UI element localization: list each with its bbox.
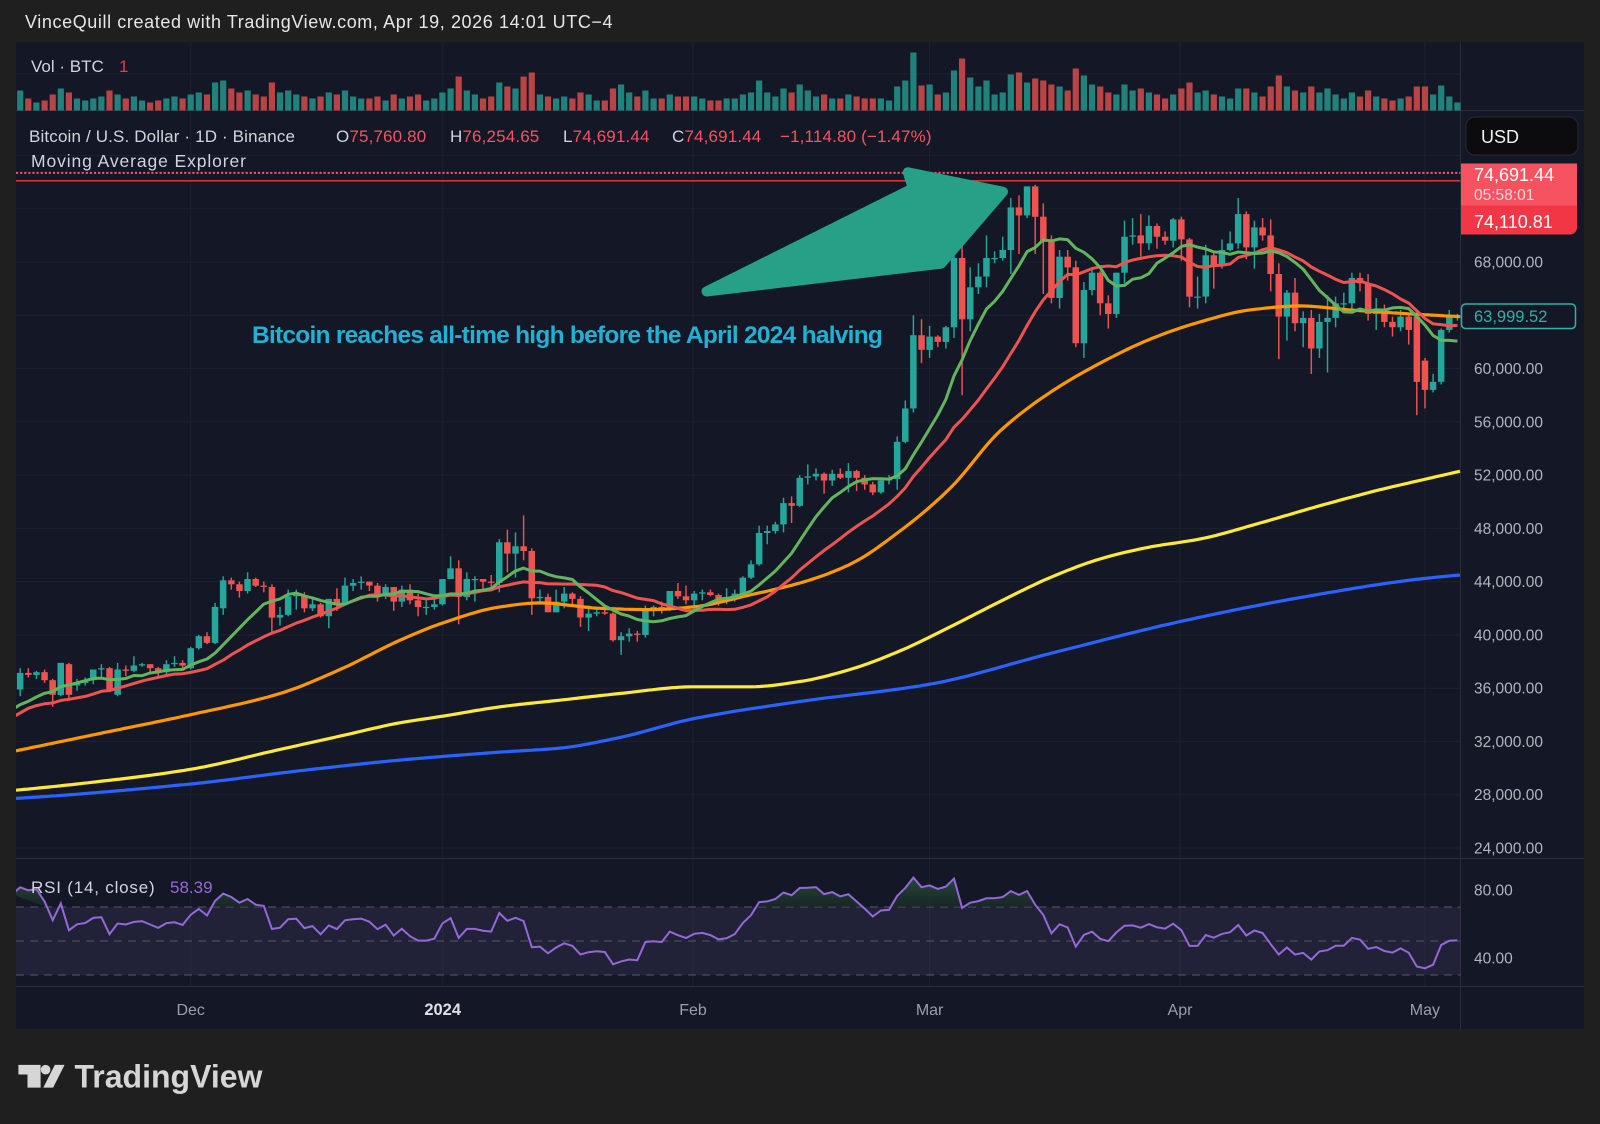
svg-text:80.00: 80.00 bbox=[1474, 883, 1513, 900]
svg-text:68,000.00: 68,000.00 bbox=[1474, 255, 1543, 272]
svg-text:40.00: 40.00 bbox=[1474, 951, 1513, 968]
svg-text:VinceQuill created with Tradin: VinceQuill created with TradingView.com,… bbox=[25, 12, 613, 32]
svg-text:2024: 2024 bbox=[424, 1001, 462, 1019]
svg-text:RSI (14, close): RSI (14, close) bbox=[31, 878, 155, 897]
svg-text:52,000.00: 52,000.00 bbox=[1474, 468, 1543, 485]
svg-text:Vol · BTC: Vol · BTC bbox=[31, 57, 104, 76]
svg-text:32,000.00: 32,000.00 bbox=[1474, 734, 1543, 751]
svg-text:40,000.00: 40,000.00 bbox=[1474, 627, 1543, 644]
svg-text:Moving Average Explorer: Moving Average Explorer bbox=[31, 151, 247, 171]
svg-text:USD: USD bbox=[1481, 127, 1519, 147]
svg-text:TradingView: TradingView bbox=[75, 1059, 263, 1095]
svg-text:63,999.52: 63,999.52 bbox=[1474, 308, 1547, 326]
svg-text:36,000.00: 36,000.00 bbox=[1474, 681, 1543, 698]
svg-text:48,000.00: 48,000.00 bbox=[1474, 521, 1543, 538]
svg-text:58.39: 58.39 bbox=[170, 878, 213, 897]
svg-text:28,000.00: 28,000.00 bbox=[1474, 787, 1543, 804]
svg-text:Mar: Mar bbox=[916, 1002, 944, 1019]
svg-text:74,691.44: 74,691.44 bbox=[1474, 165, 1554, 185]
svg-text:Apr: Apr bbox=[1168, 1002, 1194, 1019]
svg-text:May: May bbox=[1410, 1002, 1440, 1019]
svg-text:Bitcoin reaches all-time high: Bitcoin reaches all-time high before the… bbox=[252, 322, 882, 349]
svg-text:Bitcoin / U.S. Dollar · 1D · B: Bitcoin / U.S. Dollar · 1D · Binance O75,… bbox=[29, 127, 932, 146]
svg-text:60,000.00: 60,000.00 bbox=[1474, 361, 1543, 378]
svg-text:56,000.00: 56,000.00 bbox=[1474, 414, 1543, 431]
svg-text:Dec: Dec bbox=[176, 1002, 204, 1019]
svg-text:74,110.81: 74,110.81 bbox=[1474, 212, 1553, 232]
svg-text:Feb: Feb bbox=[679, 1002, 707, 1019]
svg-text:1: 1 bbox=[119, 57, 128, 76]
svg-text:05:58:01: 05:58:01 bbox=[1474, 187, 1534, 204]
svg-text:44,000.00: 44,000.00 bbox=[1474, 574, 1543, 591]
svg-text:24,000.00: 24,000.00 bbox=[1474, 841, 1543, 858]
